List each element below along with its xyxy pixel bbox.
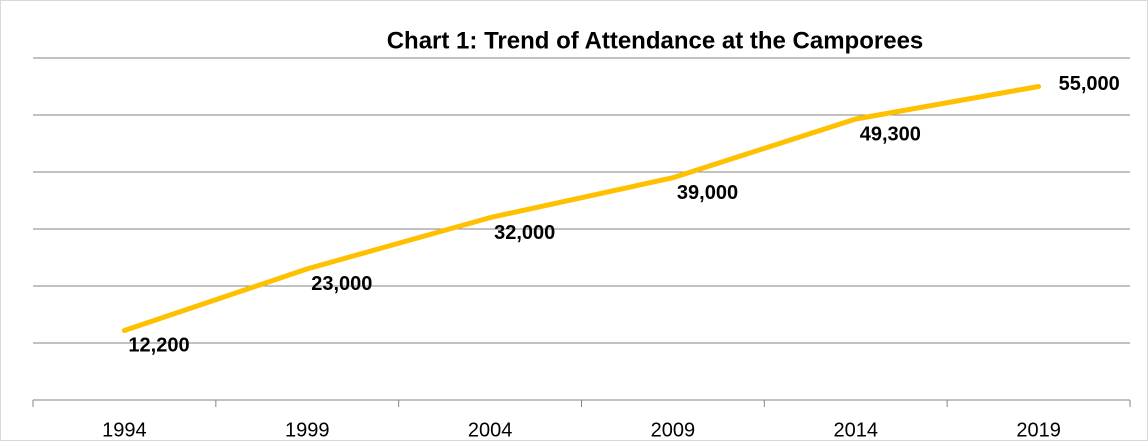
data-label: 55,000 bbox=[1059, 73, 1120, 95]
x-tick-label: 2019 bbox=[1016, 419, 1061, 441]
data-label: 23,000 bbox=[311, 273, 372, 295]
x-tick-label: 1999 bbox=[285, 419, 330, 441]
data-label: 49,300 bbox=[860, 123, 921, 145]
chart-title: Chart 1: Trend of Attendance at the Camp… bbox=[387, 27, 924, 54]
x-tick-label: 2014 bbox=[834, 419, 879, 441]
x-tick-label: 2009 bbox=[651, 419, 696, 441]
data-label: 39,000 bbox=[677, 182, 738, 204]
data-label: 12,200 bbox=[128, 335, 189, 357]
x-tick-label: 2004 bbox=[468, 419, 513, 441]
data-label: 32,000 bbox=[494, 222, 555, 244]
line-series bbox=[121, 84, 1042, 333]
x-tick-label: 1994 bbox=[102, 419, 147, 441]
